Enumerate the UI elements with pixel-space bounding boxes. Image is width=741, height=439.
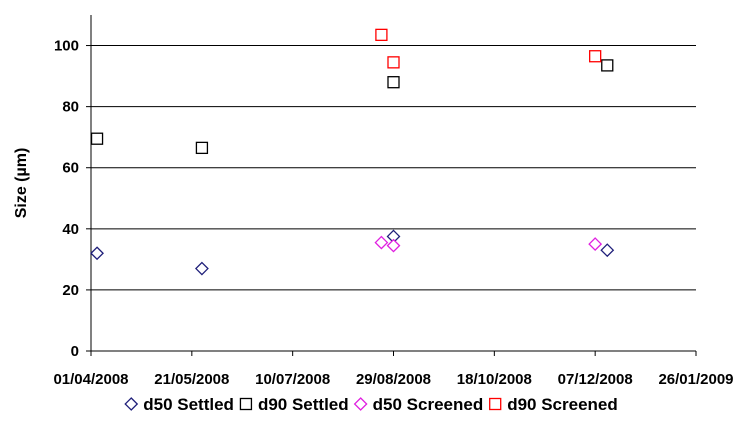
axes xyxy=(86,15,697,356)
legend-label: d90 Settled xyxy=(258,395,349,414)
x-tick-label: 29/08/2008 xyxy=(356,371,431,388)
x-tick-label: 01/04/2008 xyxy=(53,371,128,388)
y-tick-label: 0 xyxy=(71,343,79,360)
data-point xyxy=(375,28,388,42)
legend: d50 Settled d90 Settled d50 Screened d90 Sc… xyxy=(124,395,618,414)
x-tick-label: 26/01/2009 xyxy=(658,371,733,388)
y-tick-label: 20 xyxy=(62,282,79,299)
data-point xyxy=(387,56,400,69)
series-d50-settled xyxy=(90,229,615,276)
series-d90-settled xyxy=(90,59,614,155)
data-point xyxy=(90,132,104,145)
data-point xyxy=(386,238,401,253)
legend-marker xyxy=(239,397,253,411)
legend-marker xyxy=(124,397,139,411)
y-tick-label: 60 xyxy=(62,160,79,177)
data-point xyxy=(194,261,209,276)
data-point xyxy=(374,235,389,250)
x-tick-label: 07/12/2008 xyxy=(558,371,633,388)
legend-label: d90 Screened xyxy=(507,395,618,414)
legend-marker xyxy=(489,397,502,411)
data-points xyxy=(90,28,615,276)
y-tick-label: 80 xyxy=(62,99,79,116)
tick-labels: 0 20 40 60 80 100 01/04/2008 21/05/2008 10/07/20… xyxy=(53,38,733,388)
legend-marker xyxy=(353,397,368,411)
data-point xyxy=(387,76,400,89)
y-tick-label: 40 xyxy=(62,221,79,238)
data-point xyxy=(588,237,603,252)
data-point xyxy=(90,246,104,261)
data-point xyxy=(601,59,614,72)
x-tick-label: 18/10/2008 xyxy=(457,371,532,388)
x-tick-label: 21/05/2008 xyxy=(154,371,229,388)
data-point xyxy=(195,141,209,155)
y-axis-title: Size (µm) xyxy=(13,148,30,219)
legend-label: d50 Settled xyxy=(143,395,234,414)
y-tick-label: 100 xyxy=(54,38,79,55)
legend-label: d50 Screened xyxy=(373,395,484,414)
data-point xyxy=(600,243,615,258)
gridlines xyxy=(91,45,696,291)
series-d50-screened xyxy=(374,235,603,253)
data-point xyxy=(589,50,602,63)
series-d90-screened xyxy=(375,28,602,69)
x-tick-label: 10/07/2008 xyxy=(255,371,330,388)
